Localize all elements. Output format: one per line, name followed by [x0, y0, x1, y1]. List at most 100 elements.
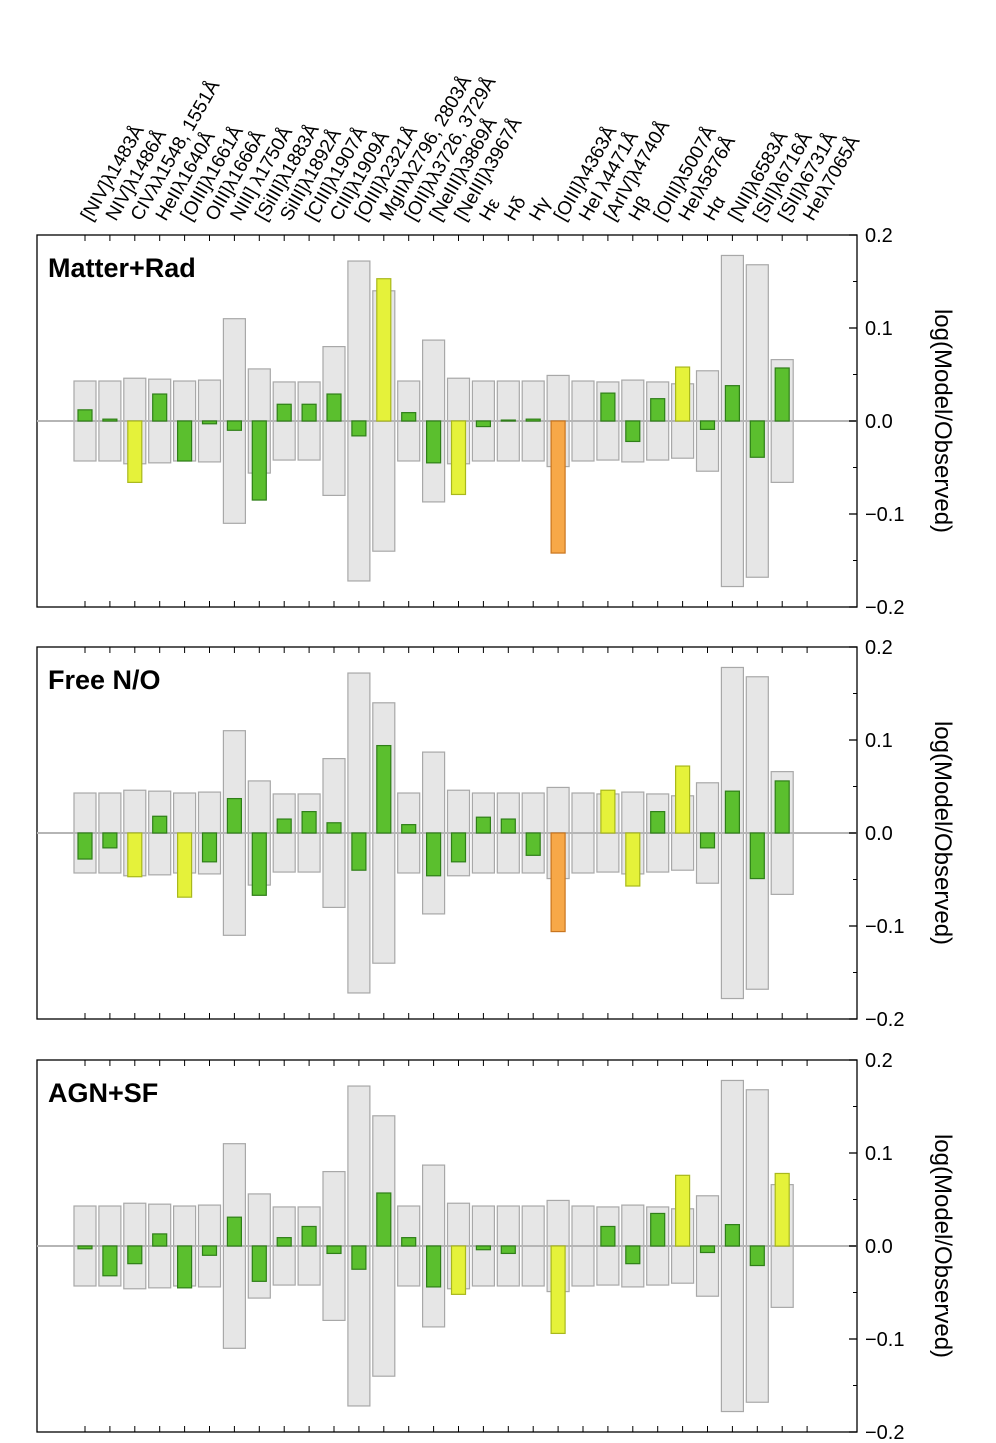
- y-tick-label: −0.1: [865, 916, 904, 938]
- residual-bar: [152, 393, 168, 422]
- residual-bar: [650, 398, 666, 422]
- line-label: Hγ: [525, 193, 555, 224]
- residual-bar: [376, 278, 392, 422]
- residual-bar: [475, 420, 491, 428]
- residual-bar: [674, 366, 691, 422]
- y-tick-label: 0.2: [865, 637, 893, 659]
- residual-bar: [127, 420, 143, 483]
- residual-bar: [102, 832, 118, 849]
- residual-bar: [650, 1212, 666, 1247]
- residual-bar: [401, 1237, 417, 1247]
- residual-bar: [426, 420, 442, 464]
- residual-bar: [625, 832, 641, 887]
- residual-bar: [201, 420, 218, 425]
- residual-bar: [77, 1245, 93, 1250]
- residual-bar: [301, 403, 317, 422]
- residual-bar: [77, 832, 93, 860]
- y-tick-label: 0.1: [865, 1143, 893, 1165]
- residual-bar: [600, 392, 616, 422]
- residual-bar: [251, 1245, 267, 1282]
- y-tick-label: 0.0: [865, 1236, 893, 1258]
- residual-bar: [251, 420, 267, 501]
- y-tick-label: 0.1: [865, 730, 893, 752]
- residual-bar: [500, 419, 516, 422]
- residual-bar: [127, 1245, 143, 1265]
- residual-bar: [674, 1174, 691, 1247]
- y-tick-label: 0.2: [865, 225, 893, 247]
- y-tick-label: 0.0: [865, 411, 893, 433]
- residual-bar: [550, 832, 566, 933]
- residual-bar: [401, 412, 417, 422]
- residual-bar: [674, 765, 691, 834]
- residual-bar: [77, 409, 93, 422]
- residual-bar: [600, 1225, 616, 1247]
- residual-bar: [525, 832, 541, 856]
- residual-bar: [351, 1245, 367, 1270]
- residual-bar: [600, 789, 616, 834]
- panel-1: Matter+Rad 0.2 0.1 0.0 −0.1 −0.2 log(Model/Obs…: [36, 225, 956, 619]
- residual-bar: [650, 811, 666, 834]
- residual-bar: [699, 832, 716, 849]
- residual-bar: [177, 1245, 193, 1289]
- residual-bar: [625, 420, 641, 443]
- residual-bar: [749, 420, 765, 458]
- residual-bar: [724, 790, 741, 834]
- y-tick-label: 0.2: [865, 1050, 893, 1072]
- residual-bar: [226, 797, 242, 834]
- residual-bar: [774, 780, 790, 834]
- panel-title: Free N/O: [48, 665, 161, 695]
- line-label: Hδ: [500, 193, 530, 225]
- panel-2: Free N/O 0.2 0.1 0.0 −0.1 −0.2 log(Model/Obser…: [36, 637, 956, 1031]
- panels-group: Matter+Rad 0.2 0.1 0.0 −0.1 −0.2 log(Model/Obs…: [36, 225, 956, 1443]
- y-tick-label: −0.2: [865, 1422, 904, 1443]
- residual-bar: [625, 1245, 641, 1265]
- panel-title: AGN+SF: [48, 1078, 158, 1108]
- y-axis-label: log(Model/Observed): [929, 1134, 956, 1358]
- residual-bar: [351, 832, 367, 871]
- residual-bar: [749, 832, 765, 880]
- residual-bar: [177, 832, 193, 898]
- residual-bar: [426, 832, 442, 877]
- residual-bar: [724, 385, 741, 422]
- residual-bar: [251, 832, 267, 896]
- y-tick-label: −0.2: [865, 1009, 904, 1031]
- residual-bar: [326, 393, 342, 422]
- residual-bar: [724, 1224, 741, 1247]
- y-tick-label: −0.1: [865, 1329, 904, 1351]
- residual-bar: [177, 420, 193, 462]
- residual-bar: [326, 822, 342, 834]
- residual-bar: [102, 1245, 118, 1277]
- residual-bar: [102, 418, 118, 422]
- residual-bar: [550, 420, 566, 554]
- residual-bar: [276, 818, 292, 834]
- residual-bar: [226, 1216, 242, 1247]
- y-tick-label: −0.1: [865, 504, 904, 526]
- residual-bar: [774, 367, 790, 422]
- residual-bar: [450, 832, 467, 863]
- y-tick-label: 0.0: [865, 823, 893, 845]
- residual-bar: [475, 816, 491, 834]
- residual-bar: [301, 811, 317, 834]
- residual-bar: [326, 1245, 342, 1255]
- y-axis-label: log(Model/Observed): [929, 721, 956, 945]
- residual-bar: [500, 1245, 516, 1255]
- residual-bar: [276, 1237, 292, 1247]
- residual-bar: [500, 818, 516, 834]
- residual-bar: [699, 420, 716, 430]
- residual-bar: [550, 1245, 566, 1335]
- residual-bar: [226, 420, 242, 431]
- residual-bar: [749, 1245, 765, 1267]
- residual-bar: [376, 744, 392, 834]
- residual-bar: [450, 1245, 467, 1295]
- residual-bar: [152, 1233, 168, 1247]
- residual-bar: [376, 1192, 392, 1247]
- residual-bar: [301, 1225, 317, 1247]
- residual-bar: [699, 1245, 716, 1254]
- residual-bar: [276, 403, 292, 422]
- residual-bar: [450, 420, 467, 496]
- residual-bar: [351, 420, 367, 437]
- residual-bar: [401, 824, 417, 834]
- y-axis-label: log(Model/Observed): [929, 309, 956, 533]
